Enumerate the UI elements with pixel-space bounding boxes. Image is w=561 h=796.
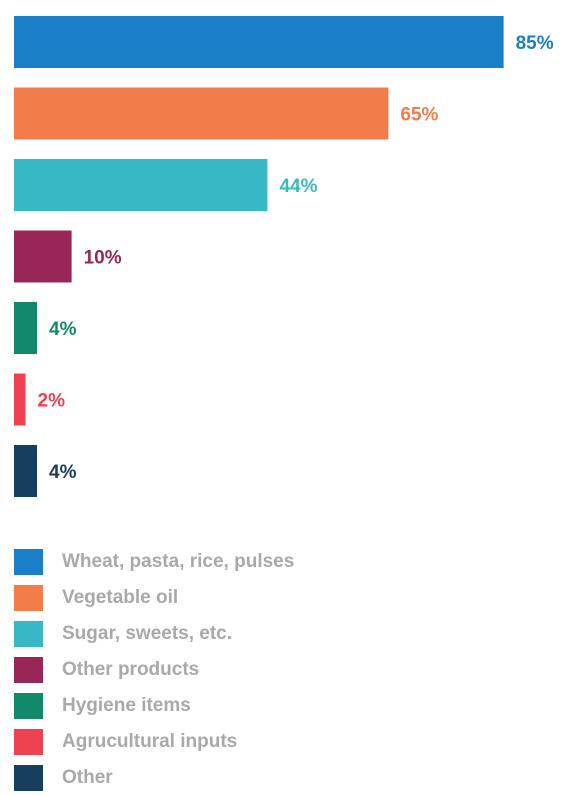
bar-1 [14,87,389,140]
bar-value-label-4: 4% [49,319,77,340]
legend-swatch-4 [14,693,43,719]
bar-value-label-6: 4% [49,462,77,483]
legend-label-1: Vegetable oil [62,587,179,608]
legend-item-2: Sugar, sweets, etc. [14,616,554,652]
legend-label-6: Other [62,767,113,788]
legend-swatch-0 [14,549,43,575]
bar-0 [14,16,504,68]
bar-3 [14,230,72,283]
bar-value-label-5: 2% [38,391,66,412]
legend-item-3: Other products [14,652,554,688]
bar-4 [14,302,38,354]
bar-2 [14,159,268,211]
bar-value-label-1: 65% [400,105,438,126]
legend-label-5: Agrucultural inputs [62,731,238,752]
legend-item-5: Agrucultural inputs [14,724,554,760]
legend-swatch-1 [14,585,43,611]
legend-swatch-6 [14,765,43,791]
legend-label-3: Other products [62,659,200,680]
legend-swatch-5 [14,729,43,755]
legend-label-4: Hygiene items [62,695,191,716]
legend-item-4: Hygiene items [14,688,554,724]
bar-value-label-2: 44% [279,176,317,197]
legend-swatch-2 [14,621,43,647]
legend-label-2: Sugar, sweets, etc. [62,623,233,644]
legend-label-0: Wheat, pasta, rice, pulses [62,551,295,572]
bar-6 [14,445,38,497]
bar-value-label-3: 10% [84,248,122,269]
legend-swatch-3 [14,657,43,683]
bar-chart-plot: 85% 65% 44% 10% 4% 2% 4% [14,16,554,497]
legend-item-6: Other [14,760,554,796]
bar-5 [14,373,26,426]
legend-item-1: Vegetable oil [14,580,554,616]
bar-value-label-0: 85% [516,33,554,54]
legend-item-0: Wheat, pasta, rice, pulses [14,544,554,580]
chart-legend: Wheat, pasta, rice, pulses Vegetable oil S… [14,544,554,796]
